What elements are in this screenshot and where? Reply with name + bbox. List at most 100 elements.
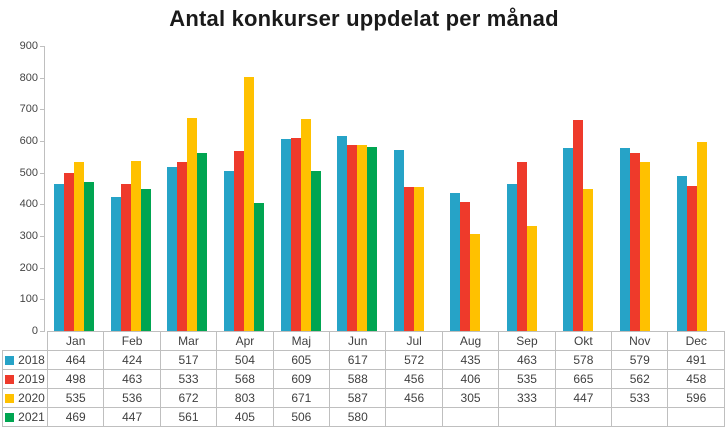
y-axis-line — [44, 46, 45, 332]
bar-2021-maj — [310, 171, 321, 331]
month-header-mar: Mar — [159, 331, 218, 351]
month-header-jan: Jan — [46, 331, 105, 351]
y-axis-label-200: 200 — [19, 261, 38, 274]
bar-group-maj — [272, 46, 329, 331]
legend-swatch-2018 — [5, 355, 15, 365]
value-cell-2018-apr: 504 — [216, 349, 274, 370]
value-cell-2020-nov: 533 — [611, 387, 669, 408]
value-cell-2021-jul — [385, 406, 443, 427]
y-axis-tick-400 — [40, 204, 44, 206]
legend-swatch-2019 — [5, 374, 15, 384]
bar-group-apr — [216, 46, 273, 331]
bar-2019-nov — [630, 153, 641, 331]
bar-2021-feb — [140, 189, 151, 331]
y-axis-tick-800 — [40, 77, 44, 79]
y-axis-label-900: 900 — [19, 40, 38, 52]
plot-area — [46, 46, 725, 331]
month-header-feb: Feb — [103, 331, 161, 351]
bar-group-dec — [668, 46, 725, 331]
bar-2019-feb — [120, 184, 131, 331]
y-axis-tick-100 — [40, 299, 44, 301]
value-cell-2019-jun: 588 — [329, 368, 387, 389]
value-cell-2021-mar: 561 — [159, 406, 218, 427]
legend-swatch-2020 — [5, 393, 15, 403]
legend-label-2018: 2018 — [18, 352, 45, 367]
value-cell-2020-jun: 587 — [329, 387, 387, 408]
month-header-dec: Dec — [667, 331, 725, 351]
legend-label-2020: 2020 — [18, 390, 45, 405]
bar-2019-jul — [403, 187, 414, 331]
bar-2018-jun — [337, 136, 348, 331]
bar-group-nov — [612, 46, 669, 331]
y-axis-label-700: 700 — [19, 103, 38, 116]
month-header-jun: Jun — [329, 331, 387, 351]
value-cell-2018-jun: 617 — [329, 349, 387, 370]
bar-group-jun — [329, 46, 386, 331]
y-axis-label-800: 800 — [19, 71, 38, 84]
value-cell-2020-sep: 333 — [498, 387, 556, 408]
y-axis-label-100: 100 — [19, 293, 38, 306]
value-cell-2019-maj: 609 — [272, 368, 331, 389]
value-cell-2018-mar: 517 — [159, 349, 218, 370]
legend-swatch-2021 — [5, 412, 15, 422]
bar-2020-jun — [357, 145, 368, 331]
bar-2021-jun — [367, 147, 378, 331]
value-cell-2019-aug: 406 — [441, 368, 500, 389]
value-cell-2020-dec: 596 — [667, 387, 725, 408]
value-cell-2019-jan: 498 — [46, 368, 105, 389]
bar-2021-apr — [254, 203, 265, 331]
table-header-row: Jan Feb Mar Apr Maj Jun Jul Aug Sep Okt Nov Dec — [3, 331, 725, 351]
table-row-2020: 2020 535 536 672 803 671 587 456 305 333 447 533 596 — [2, 387, 725, 408]
bar-2018-okt — [563, 148, 574, 331]
value-cell-2018-maj: 605 — [272, 349, 331, 370]
bar-2019-okt — [573, 120, 584, 331]
bar-2020-apr — [244, 77, 255, 331]
bar-2020-okt — [583, 189, 594, 331]
y-axis-label-300: 300 — [19, 230, 38, 242]
y-axis-tick-900 — [40, 46, 44, 47]
bar-2019-jun — [347, 145, 358, 331]
bar-2020-maj — [300, 119, 311, 331]
bar-2018-nov — [620, 148, 631, 331]
y-axis-label-400: 400 — [19, 198, 38, 211]
bar-2020-jul — [413, 187, 424, 331]
bar-group-jul — [385, 46, 442, 331]
bar-2019-maj — [290, 138, 301, 331]
y-axis-tick-0 — [40, 331, 44, 332]
month-header-jul: Jul — [385, 331, 443, 351]
value-cell-2020-apr: 803 — [216, 387, 274, 408]
value-cell-2020-jul: 456 — [385, 387, 443, 408]
bar-2018-mar — [167, 167, 178, 331]
data-table: Jan Feb Mar Apr Maj Jun Jul Aug Sep Okt Nov Dec 2018… — [2, 331, 725, 427]
bar-2019-mar — [177, 162, 188, 331]
bar-2018-dec — [676, 176, 687, 331]
value-cell-2018-jul: 572 — [385, 349, 443, 370]
y-axis-label-600: 600 — [19, 135, 38, 147]
value-cell-2019-dec: 458 — [667, 368, 725, 389]
bar-2019-jan — [64, 173, 75, 331]
value-cell-2018-aug: 435 — [441, 349, 500, 370]
month-header-okt: Okt — [554, 331, 613, 351]
value-cell-2021-okt — [554, 406, 613, 427]
bar-2020-dec — [696, 142, 707, 331]
value-cell-2021-jun: 580 — [329, 406, 387, 427]
legend-cell-2020: 2020 — [2, 387, 48, 408]
bar-2018-aug — [450, 193, 461, 331]
value-cell-2018-feb: 424 — [103, 349, 161, 370]
value-cell-2020-maj: 671 — [272, 387, 331, 408]
bar-2021-jan — [84, 182, 95, 331]
bar-2018-maj — [280, 139, 291, 331]
legend-cell-2021: 2021 — [2, 406, 48, 427]
month-header-aug: Aug — [441, 331, 500, 351]
bar-2020-mar — [187, 118, 198, 331]
value-cell-2021-apr: 405 — [216, 406, 274, 427]
bar-2018-feb — [110, 197, 121, 331]
y-axis-tick-600 — [40, 141, 44, 142]
y-axis-tick-700 — [40, 109, 44, 111]
y-axis-label-0: 0 — [31, 325, 38, 337]
value-cell-2018-sep: 463 — [498, 349, 556, 370]
value-cell-2020-okt: 447 — [554, 387, 613, 408]
table-row-2021: 2021 469 447 561 405 506 580 — [2, 406, 725, 427]
y-axis-tick-500 — [40, 172, 44, 174]
